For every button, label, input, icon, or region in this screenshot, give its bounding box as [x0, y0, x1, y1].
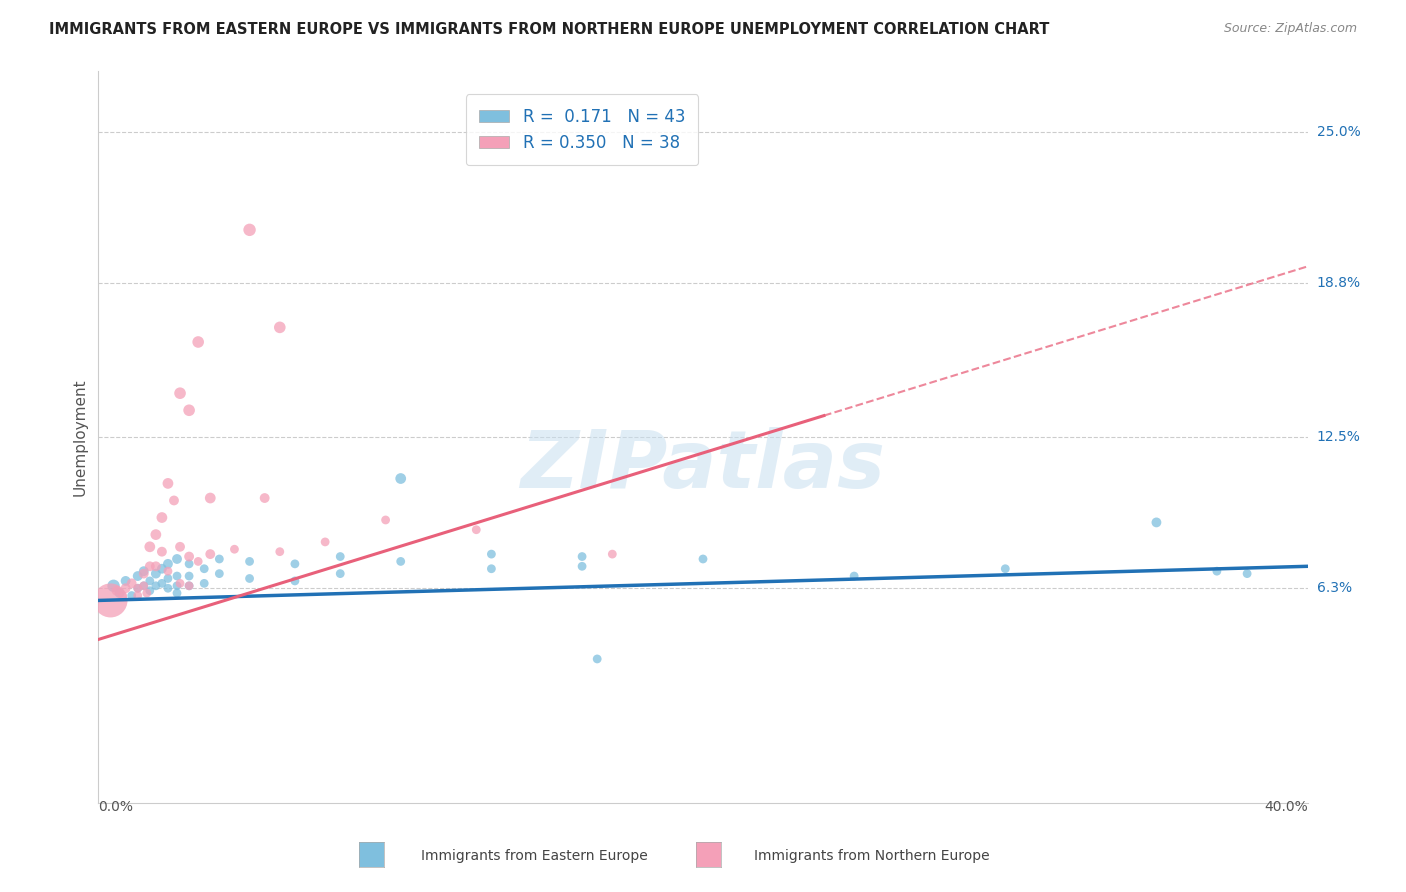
Point [121, 576, 143, 591]
Text: ZIPatlas: ZIPatlas [520, 427, 886, 506]
Point [994, 562, 1017, 576]
Point [132, 564, 155, 578]
Point [692, 552, 714, 566]
Point [284, 574, 307, 588]
Point [1206, 564, 1229, 578]
Text: IMMIGRANTS FROM EASTERN EUROPE VS IMMIGRANTS FROM NORTHERN EUROPE UNEMPLOYMENT C: IMMIGRANTS FROM EASTERN EUROPE VS IMMIGR… [49, 22, 1050, 37]
Point [602, 547, 624, 561]
Point [135, 586, 157, 600]
Point [156, 564, 179, 578]
Point [127, 581, 149, 595]
Legend: R =  0.171   N = 43, R = 0.350   N = 38: R = 0.171 N = 43, R = 0.350 N = 38 [465, 95, 699, 165]
Point [179, 549, 201, 564]
Point [156, 557, 179, 571]
Point [200, 491, 222, 505]
Point [121, 589, 143, 603]
Point [179, 557, 201, 571]
Text: 0.0%: 0.0% [98, 800, 134, 814]
Point [571, 559, 593, 574]
Point [150, 576, 173, 591]
Point [1144, 516, 1167, 530]
Point [169, 576, 191, 591]
Point [208, 566, 231, 581]
Text: 18.8%: 18.8% [1316, 277, 1361, 291]
Point [156, 581, 179, 595]
Point [150, 562, 173, 576]
Point [169, 540, 191, 554]
Point [166, 569, 188, 583]
Point [179, 403, 201, 417]
Point [145, 527, 167, 541]
Point [132, 566, 155, 581]
Text: Source: ZipAtlas.com: Source: ZipAtlas.com [1223, 22, 1357, 36]
Point [208, 552, 231, 566]
Point [114, 574, 136, 588]
Point [156, 572, 179, 586]
Point [145, 566, 167, 581]
Point [132, 579, 155, 593]
Point [100, 593, 122, 607]
Point [187, 334, 209, 349]
Point [269, 544, 291, 558]
Point [166, 579, 188, 593]
Point [224, 542, 246, 557]
Text: Immigrants from Eastern Europe: Immigrants from Eastern Europe [420, 849, 648, 863]
Point [253, 491, 276, 505]
Point [571, 549, 593, 564]
Point [586, 652, 609, 666]
Point [179, 569, 201, 583]
Point [844, 569, 866, 583]
Point [329, 549, 352, 564]
Text: 40.0%: 40.0% [1264, 800, 1308, 814]
Point [200, 547, 222, 561]
Point [132, 579, 155, 593]
Point [193, 576, 215, 591]
Point [111, 589, 134, 603]
Point [139, 540, 162, 554]
Point [239, 223, 262, 237]
Point [269, 320, 291, 334]
Text: 25.0%: 25.0% [1316, 125, 1361, 139]
Point [284, 557, 307, 571]
Point [1236, 566, 1258, 581]
Point [166, 586, 188, 600]
Point [150, 510, 173, 524]
Point [127, 569, 149, 583]
Point [329, 566, 352, 581]
Text: 6.3%: 6.3% [1316, 582, 1351, 595]
Point [465, 523, 488, 537]
Point [139, 559, 162, 574]
Point [481, 547, 503, 561]
Point [374, 513, 396, 527]
Point [108, 586, 131, 600]
Point [481, 562, 503, 576]
Point [179, 579, 201, 593]
Point [114, 581, 136, 595]
Point [169, 386, 191, 401]
Point [150, 544, 173, 558]
Text: 12.5%: 12.5% [1316, 430, 1361, 444]
Point [389, 471, 412, 485]
Point [179, 579, 201, 593]
Point [239, 572, 262, 586]
Text: Immigrants from Northern Europe: Immigrants from Northern Europe [754, 849, 990, 863]
Y-axis label: Unemployment: Unemployment [72, 378, 87, 496]
Point [105, 583, 128, 598]
Point [127, 581, 149, 595]
Point [145, 559, 167, 574]
Point [239, 554, 262, 568]
Point [139, 583, 162, 598]
Point [193, 562, 215, 576]
Point [145, 579, 167, 593]
Point [389, 554, 412, 568]
Point [166, 552, 188, 566]
Point [314, 535, 336, 549]
Point [127, 589, 149, 603]
Point [163, 493, 186, 508]
Point [139, 574, 162, 588]
Point [156, 476, 179, 491]
Point [187, 554, 209, 568]
Point [103, 579, 125, 593]
